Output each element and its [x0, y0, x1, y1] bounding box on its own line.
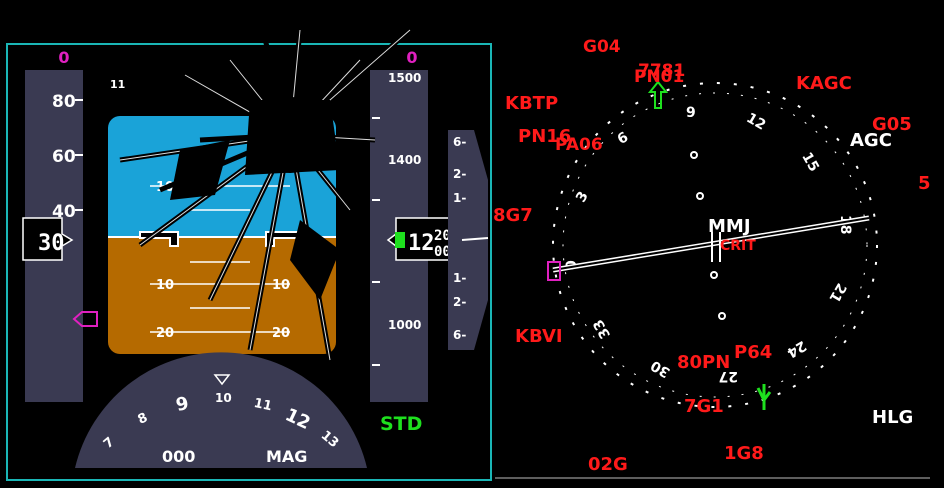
pitch-label-dn-20-right: 20 [272, 326, 290, 341]
navigation-display: 9 12 15 18 21 24 27 30 33 0 3 6 MMJ CRIT… [493, 37, 931, 475]
compass-24: 24 [784, 337, 809, 361]
wpt-g04: G04 [583, 37, 621, 57]
speed-readout-box [22, 217, 74, 261]
wpt-pn16: PN16 [518, 126, 571, 147]
compass-6: 6 [615, 129, 631, 148]
wpt-7781: 7781 [638, 61, 685, 81]
compass-3: 3 [573, 189, 592, 205]
wpt-hlg: HLG [872, 407, 913, 428]
compass-27: 27 [719, 368, 738, 384]
compass-30: 30 [648, 357, 673, 381]
speed-tick-40: 40 [52, 202, 76, 222]
vs-tick-2-down: 2- [453, 295, 466, 309]
wpt-kbvi: KBVI [515, 326, 563, 347]
wpt-5: 5 [918, 173, 931, 194]
wpt-agc: AGC [850, 130, 892, 151]
heading-arc [75, 352, 367, 468]
compass-15: 15 [798, 150, 822, 175]
traffic-arrow-icon [647, 80, 669, 109]
wpt-80pn: 80PN [677, 352, 730, 373]
speed-bug-icon [72, 311, 98, 327]
speed-readout: 30 [38, 231, 65, 256]
heading-reference: MAG [266, 447, 307, 466]
course-marker [547, 261, 561, 281]
wpt-8g7: 8G7 [493, 205, 533, 226]
wpt-g05: G05 [872, 114, 912, 135]
alt-tick-1500: 1500 [388, 71, 421, 85]
heading-arc-11: 11 [252, 396, 273, 414]
alt-tick-1000: 1000 [388, 318, 421, 332]
speed-tick-60: 60 [52, 147, 76, 167]
vs-tick-2-up: 2- [453, 167, 466, 181]
wpt-pn01: PN01 [634, 67, 684, 87]
altitude-target-value: 0 [406, 48, 417, 67]
vs-tick-6-down: 6- [453, 328, 466, 342]
compass-rose [562, 92, 868, 398]
altitude-readout-small-2: 00 [434, 244, 451, 260]
compass-12: 12 [743, 110, 768, 134]
speed-target-value: 0 [58, 48, 69, 67]
altitude-readout-small: 20 [434, 228, 451, 244]
vs-tick-1-up: 1- [453, 191, 466, 205]
baro-setting: STD [380, 413, 422, 435]
pitch-label-dn-10-left: 10 [156, 278, 174, 293]
nd-center-id: MMJ [708, 216, 751, 237]
heading-arc-10: 10 [215, 391, 232, 405]
heading-arc-9: 9 [174, 393, 191, 416]
traffic-arrow-icon-2 [756, 384, 772, 410]
vs-tick-1-down: 1- [453, 271, 466, 285]
vs-tick-6-up: 6- [453, 135, 466, 149]
pfd-frame [6, 43, 492, 481]
pitch-label-dn-10-right: 10 [272, 278, 290, 293]
wpt-02g: 02G [588, 454, 628, 475]
compass-21: 21 [826, 280, 850, 305]
wpt-7g1: 7G1 [684, 396, 724, 417]
alt-tick-1400: 1400 [388, 153, 421, 167]
vs-pointer [461, 237, 489, 241]
heading-readout: 000 [162, 447, 195, 466]
wpt-1g8: 1G8 [724, 443, 764, 464]
wpt-kagc: KAGC [796, 73, 852, 94]
compass-9: 9 [686, 105, 696, 121]
pitch-label-dn-20-left: 20 [156, 326, 174, 341]
altitude-readout-big: 12 [408, 231, 435, 256]
speed-small-label: 11 [110, 78, 125, 91]
wpt-p64: P64 [734, 342, 772, 363]
wpt-pa06: PA06 [555, 135, 603, 155]
nd-center-sub: CRIT [720, 238, 756, 254]
altitude-trend-marker [395, 232, 405, 248]
broken-glass-icon [119, 19, 412, 361]
heading-bug-icon [213, 374, 231, 386]
speed-tick-80: 80 [52, 92, 76, 112]
wpt-kbtp: KBTP [505, 93, 558, 114]
